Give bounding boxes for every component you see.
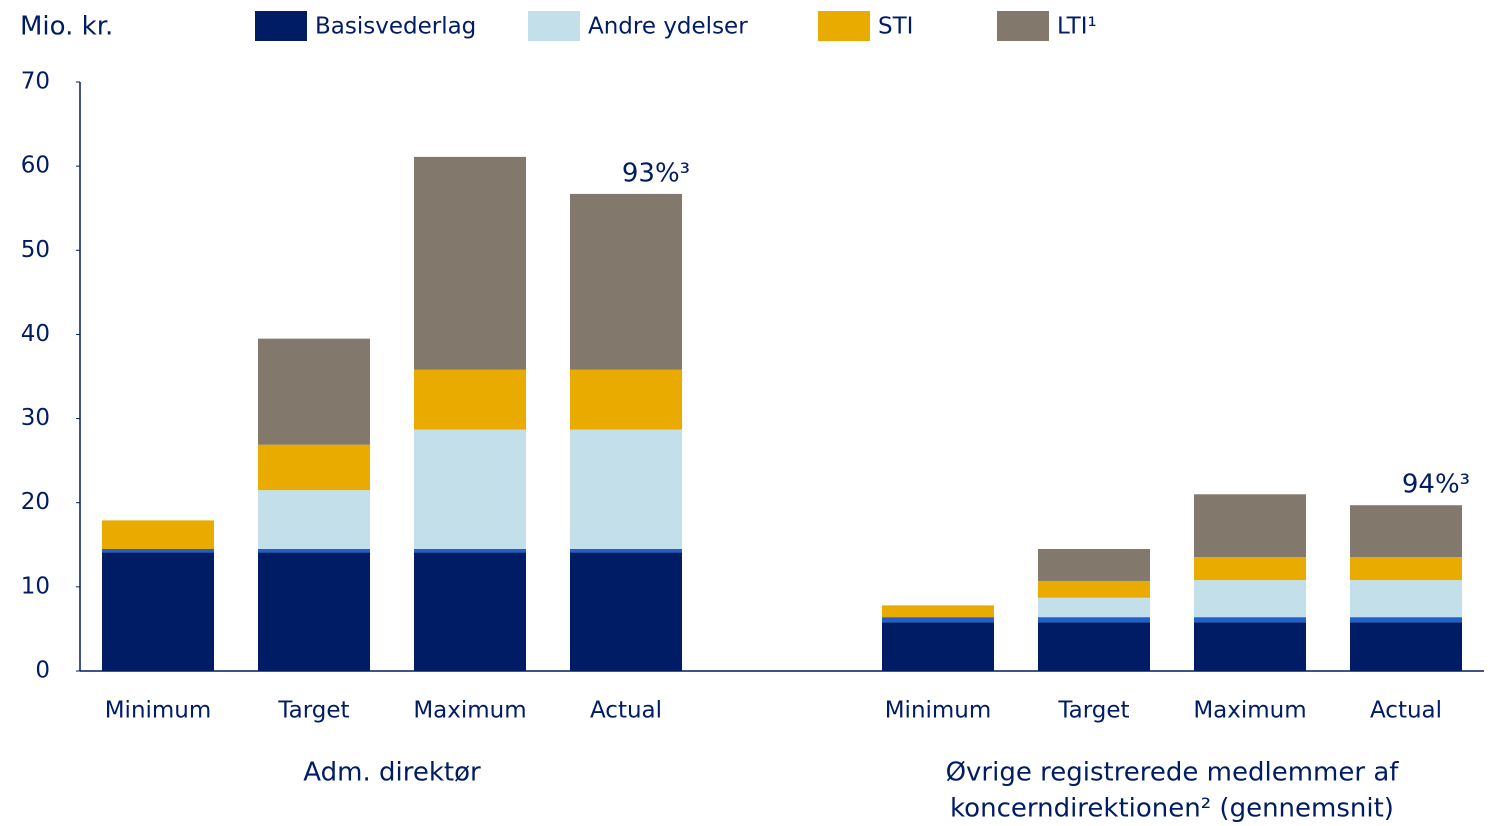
y-tick-label: 20: [21, 489, 50, 515]
bar-segment: [570, 548, 682, 553]
bar-segment: [882, 622, 994, 671]
y-axis-label: Mio. kr.: [20, 12, 113, 42]
bar-segment: [1350, 556, 1462, 581]
bar-segment: [258, 444, 370, 491]
bar-segment: [882, 617, 994, 623]
x-tick-label: Actual: [590, 698, 662, 724]
bar-segment: [1038, 548, 1150, 581]
group-label: koncerndirektionen² (gennemsnit): [950, 794, 1394, 824]
bar-segment: [1038, 580, 1150, 598]
x-tick-label: Minimum: [105, 698, 212, 724]
y-tick-label: 30: [21, 405, 50, 431]
bar-segment: [1194, 556, 1306, 581]
x-tick-label: Actual: [1370, 698, 1442, 724]
bar-segment: [1038, 617, 1150, 623]
legend-swatch: [528, 11, 580, 41]
bar-segment: [258, 548, 370, 553]
legend-label: LTI¹: [1057, 14, 1097, 40]
legend-swatch: [818, 11, 870, 41]
bar-segment: [102, 520, 214, 549]
bar-segment: [1194, 580, 1306, 618]
y-tick-label: 10: [21, 573, 50, 599]
bar-segment: [414, 548, 526, 553]
bar-segment: [1038, 597, 1150, 618]
bar-segment: [570, 369, 682, 430]
y-tick-label: 40: [21, 321, 50, 347]
legend-label: Andre ydelser: [588, 14, 748, 40]
bar-segment: [414, 429, 526, 549]
x-tick-label: Maximum: [413, 698, 526, 724]
x-tick-label: Maximum: [1193, 698, 1306, 724]
bar-segment: [1194, 622, 1306, 671]
y-tick-label: 50: [21, 237, 50, 263]
bar-segment: [414, 156, 526, 370]
bar-segment: [258, 552, 370, 671]
bar-segment: [1350, 580, 1462, 618]
bar-segment: [1038, 622, 1150, 671]
bar-segment: [1194, 617, 1306, 623]
bar-segment: [570, 193, 682, 370]
group-label: Adm. direktør: [303, 758, 481, 788]
bar-segment: [1350, 617, 1462, 623]
y-tick-label: 0: [35, 658, 50, 684]
bar-segment: [1350, 622, 1462, 671]
y-tick-label: 60: [21, 153, 50, 179]
legend-label: Basisvederlag: [315, 14, 476, 40]
legend-swatch: [997, 11, 1049, 41]
x-tick-label: Target: [277, 698, 349, 724]
y-tick-label: 70: [21, 69, 50, 95]
bar-segment: [414, 552, 526, 671]
total-label: 93%³: [622, 158, 690, 188]
bar-segment: [258, 490, 370, 549]
legend-label: STI: [878, 14, 913, 40]
bar-segment: [258, 338, 370, 445]
total-label: 94%³: [1402, 470, 1470, 500]
bar-segment: [1194, 494, 1306, 557]
x-tick-label: Minimum: [885, 698, 992, 724]
bar-segment: [414, 369, 526, 430]
bar-segment: [102, 548, 214, 553]
bar-segment: [570, 429, 682, 549]
bar-segment: [570, 552, 682, 671]
x-tick-label: Target: [1057, 698, 1129, 724]
bar-segment: [102, 552, 214, 671]
bar-segment: [882, 605, 994, 618]
bar-segment: [1350, 505, 1462, 557]
legend-swatch: [255, 11, 307, 41]
group-label: Øvrige registrerede medlemmer af: [946, 758, 1400, 788]
